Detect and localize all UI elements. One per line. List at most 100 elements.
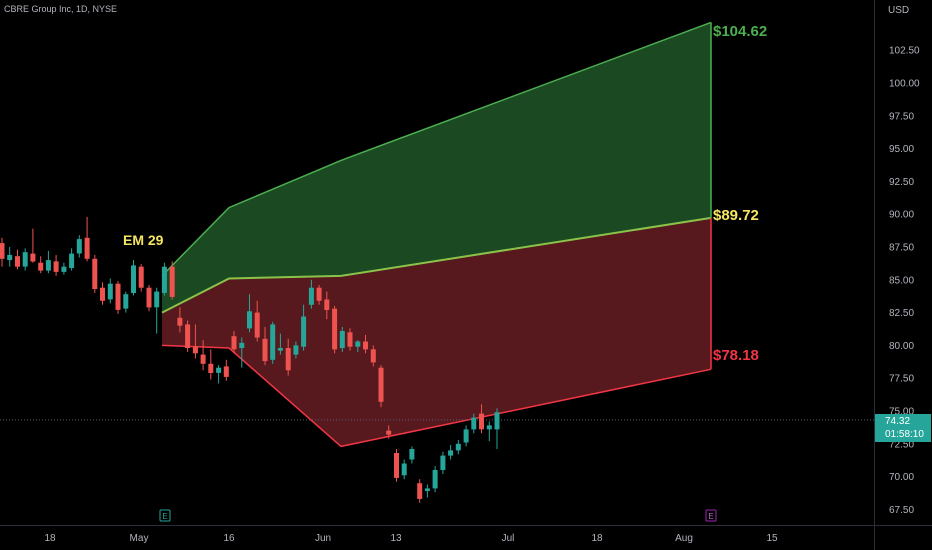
- candle: [448, 445, 454, 460]
- candle-body: [254, 312, 260, 338]
- candle: [84, 216, 90, 262]
- price-axis-labels[interactable]: 67.50 70.00 72.50 75.00 77.50 80.00 82.50 85.00…: [889, 46, 920, 516]
- candle: [115, 281, 121, 314]
- candle: [440, 451, 446, 474]
- bar-countdown: 01:58:10: [885, 429, 924, 440]
- candle: [363, 334, 368, 354]
- candle-body: [69, 253, 75, 268]
- symbol-title: CBRE Group Inc, 1D, NYSE: [4, 4, 118, 14]
- time-tick-label: 13: [390, 533, 402, 544]
- candlestick-series: [0, 216, 500, 503]
- candle-body: [192, 346, 198, 354]
- candle-body: [84, 237, 90, 259]
- candle-body: [308, 287, 314, 305]
- candle: [123, 291, 129, 313]
- candle: [30, 228, 36, 263]
- candle-body: [494, 412, 500, 430]
- earnings-marker[interactable]: E: [159, 509, 171, 522]
- candle: [432, 466, 438, 493]
- candle-body: [479, 413, 484, 430]
- candle: [247, 294, 252, 333]
- candle: [486, 421, 492, 442]
- candle-body: [285, 348, 291, 371]
- candle: [455, 439, 461, 455]
- candle-body: [370, 349, 376, 363]
- candle: [494, 408, 500, 449]
- price-tick-label: 102.50: [889, 46, 920, 57]
- price-tick-label: 95.00: [889, 144, 914, 155]
- candle-body: [138, 266, 144, 288]
- candle: [22, 248, 28, 271]
- earnings-marker-label: E: [708, 512, 713, 521]
- candle: [45, 250, 51, 274]
- candle: [61, 262, 67, 275]
- candle: [138, 264, 144, 292]
- candle: [355, 340, 361, 352]
- candle-body: [339, 331, 345, 349]
- price-tick-label: 75.00: [889, 407, 914, 418]
- candle-body: [486, 425, 492, 430]
- candle: [177, 307, 183, 333]
- candle: [285, 338, 291, 376]
- band-label-high: $104.62: [713, 23, 767, 40]
- candle-body: [92, 258, 98, 289]
- candle-body: [277, 348, 283, 351]
- candle-body: [30, 253, 36, 262]
- candle-body: [38, 262, 44, 271]
- candle-body: [208, 363, 214, 373]
- earnings-marker-label: E: [162, 512, 167, 521]
- candle-body: [355, 341, 361, 347]
- candle-body: [45, 260, 51, 271]
- candle-body: [123, 294, 129, 309]
- earnings-marker[interactable]: E: [705, 509, 717, 522]
- candle-body: [200, 354, 206, 364]
- time-tick-label: 18: [44, 533, 56, 544]
- price-tick-label: 90.00: [889, 210, 914, 221]
- candle-body: [216, 367, 222, 373]
- candle: [378, 365, 384, 408]
- candle: [231, 331, 237, 354]
- time-axis-labels[interactable]: 18 May 16 Jun 13 Jul 18 Aug 15: [44, 533, 778, 544]
- candle-body: [185, 324, 191, 348]
- candle: [216, 365, 222, 384]
- time-tick-label: 18: [591, 533, 603, 544]
- candle: [277, 333, 283, 355]
- last-price-value: 74.32: [885, 416, 911, 427]
- candle-body: [0, 243, 5, 259]
- candle: [15, 249, 20, 270]
- time-tick-label: Jun: [315, 533, 331, 544]
- price-tick-label: 77.50: [889, 374, 914, 385]
- candle: [308, 279, 314, 309]
- candle-body: [463, 429, 469, 443]
- candle: [7, 247, 13, 267]
- candle: [192, 324, 198, 359]
- candle: [301, 304, 307, 351]
- candle-body: [107, 283, 113, 300]
- candle-body: [386, 430, 392, 435]
- candle-body: [100, 287, 105, 301]
- band-label-mid: $89.72: [713, 207, 759, 224]
- candle: [424, 484, 430, 498]
- price-tick-label: 80.00: [889, 341, 914, 352]
- candle-body: [154, 291, 160, 308]
- candle: [154, 287, 160, 334]
- candle: [69, 248, 75, 271]
- candle-body: [53, 261, 59, 272]
- time-tick-label: 16: [223, 533, 235, 544]
- time-tick-label: Aug: [675, 533, 693, 544]
- candle-body: [223, 366, 229, 377]
- candle: [146, 285, 152, 312]
- time-tick-label: 15: [766, 533, 778, 544]
- candle: [0, 237, 5, 267]
- candle-body: [324, 299, 330, 310]
- candle-body: [424, 488, 430, 491]
- candle: [100, 282, 105, 305]
- candle-body: [409, 449, 415, 460]
- candle: [339, 327, 345, 352]
- price-tick-label: 70.00: [889, 472, 914, 483]
- mid-band-line: [161, 216, 712, 314]
- candle-body: [177, 317, 183, 326]
- price-tick-label: 97.50: [889, 111, 914, 122]
- currency-label: USD: [888, 5, 910, 16]
